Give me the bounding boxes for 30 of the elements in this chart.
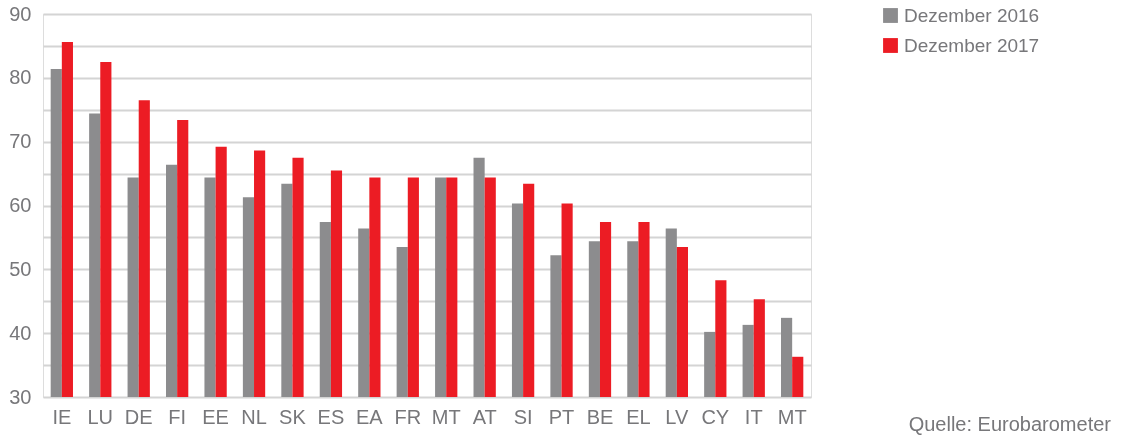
y-tick-label: 30 — [9, 385, 32, 408]
legend-label: Dezember 2016 — [904, 4, 1040, 26]
x-tick-label: MT — [777, 405, 807, 428]
x-tick-label: EA — [356, 405, 384, 428]
x-tick-label: SK — [279, 405, 307, 428]
y-tick-label: 50 — [9, 257, 32, 280]
x-tick-label: FI — [168, 405, 187, 428]
x-tick-label: IE — [52, 405, 72, 428]
x-tick-label: EL — [626, 405, 651, 428]
x-tick-label: NL — [241, 405, 267, 428]
y-tick-label: 90 — [9, 2, 32, 25]
x-tick-label: DE — [124, 405, 153, 428]
x-tick-label: AT — [472, 405, 497, 428]
x-tick-label: EE — [202, 405, 229, 428]
x-tick-label: PT — [548, 405, 575, 428]
x-tick-label: IT — [744, 405, 763, 428]
y-tick-label: 60 — [9, 194, 32, 216]
y-tick-label: 70 — [9, 130, 32, 153]
x-tick-label: LV — [665, 405, 689, 428]
source-note: Quelle: Eurobarometer — [908, 413, 1112, 435]
x-tick-label: SI — [513, 405, 533, 428]
x-tick-label: ES — [317, 405, 345, 428]
x-tick-label: CY — [701, 405, 730, 428]
x-tick-label: LU — [87, 405, 114, 428]
x-tick-label: FR — [394, 405, 422, 428]
x-tick-label: BE — [586, 405, 614, 428]
legend-label: Dezember 2017 — [904, 34, 1040, 56]
y-tick-label: 40 — [9, 321, 32, 344]
x-tick-label: MT — [431, 405, 461, 428]
y-tick-label: 80 — [9, 66, 32, 89]
